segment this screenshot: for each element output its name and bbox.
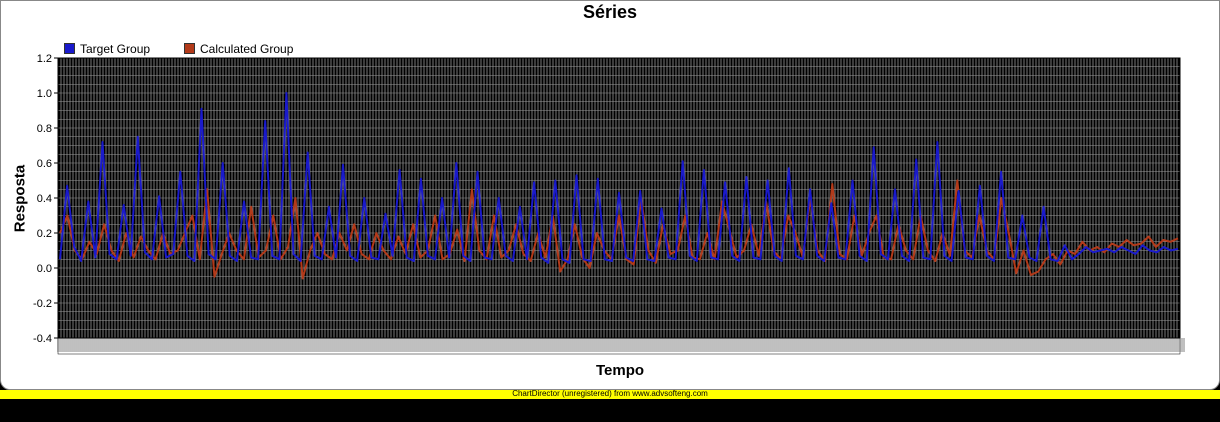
footer-text: ChartDirector (unregistered) from www.ad… bbox=[512, 389, 708, 398]
legend-calculated-group: Calculated Group bbox=[184, 42, 293, 56]
plot-border bbox=[57, 57, 1181, 339]
legend-swatch-calculated bbox=[184, 43, 195, 54]
y-tick-label: 0.4 bbox=[37, 193, 52, 205]
series-line-calculated-group bbox=[59, 179, 1179, 280]
chart-plot: 1.2 1.0 0.8 0.6 0.4 0.2 0.0 -0.2 -0.4 bbox=[33, 53, 1185, 355]
y-tick-label: 1.0 bbox=[37, 88, 52, 100]
x-axis-label: Tempo bbox=[595, 362, 645, 379]
x-axis-strip bbox=[57, 337, 1181, 355]
chart-title: Séries bbox=[582, 2, 638, 22]
legend-swatch-target bbox=[64, 43, 75, 54]
series-line-target-group bbox=[59, 92, 1179, 264]
legend-label-target: Target Group bbox=[80, 42, 151, 56]
y-axis-label: Resposta bbox=[11, 164, 29, 233]
y-tick-label: 0.0 bbox=[37, 263, 52, 275]
y-tick-label: 1.2 bbox=[37, 53, 52, 65]
footer-bar bbox=[0, 390, 1220, 399]
legend-label-calculated: Calculated Group bbox=[200, 42, 294, 56]
legend-target-group: Target Group bbox=[64, 42, 150, 56]
y-tick-label: -0.2 bbox=[33, 298, 52, 310]
y-tick-label: 0.6 bbox=[37, 158, 52, 170]
y-tick-label: 0.8 bbox=[37, 123, 52, 135]
y-tick-label: -0.4 bbox=[33, 333, 52, 345]
y-tick-label: 0.2 bbox=[37, 228, 52, 240]
